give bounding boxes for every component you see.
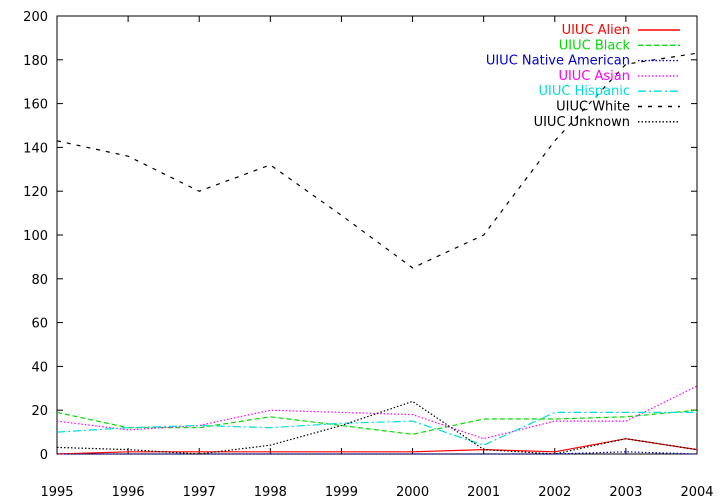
x-tick-label: 2001 xyxy=(467,485,500,500)
y-tick-label: 100 xyxy=(23,229,48,244)
y-tick-label: 200 xyxy=(23,10,48,25)
y-tick-label: 40 xyxy=(31,360,48,375)
y-tick-label: 180 xyxy=(23,54,48,69)
legend-label: UIUC Asian xyxy=(558,69,630,84)
x-tick-label: 1995 xyxy=(40,485,73,500)
y-tick-label: 60 xyxy=(31,317,48,332)
series-line-uiuc-native-american xyxy=(57,451,698,455)
y-tick-label: 120 xyxy=(23,185,48,200)
x-tick-label: 2003 xyxy=(609,485,642,500)
x-tick-label: 2000 xyxy=(396,485,429,500)
x-tick-label: 2004 xyxy=(680,485,713,500)
legend-label: UIUC Unknown xyxy=(534,115,630,130)
y-tick-label: 160 xyxy=(23,98,48,113)
series-lines xyxy=(56,52,698,455)
y-tick-label: 140 xyxy=(23,141,48,156)
y-tick-label: 80 xyxy=(31,273,48,288)
y-tick-labels: 0 20 40 60 80 100 120 140 160 180 200 xyxy=(23,10,48,463)
x-tick-label: 1996 xyxy=(112,485,145,500)
y-tick-label: 20 xyxy=(31,404,48,419)
legend-label: UIUC Alien xyxy=(562,23,630,38)
legend-label: UIUC Native American xyxy=(486,54,630,69)
y-tick-label: 0 xyxy=(40,448,48,463)
x-tick-label: 1998 xyxy=(254,485,287,500)
series-line-uiuc-hispanic xyxy=(56,411,697,446)
x-tick-label: 2002 xyxy=(538,485,571,500)
x-tick-label: 1997 xyxy=(183,485,216,500)
series-line-uiuc-white xyxy=(56,52,698,269)
x-tick-label: 1999 xyxy=(325,485,358,500)
series-line-uiuc-alien xyxy=(56,438,698,455)
x-tick-labels: 1995 1996 1997 1998 1999 2000 2001 2002 2003 2004 xyxy=(40,485,713,500)
legend-label: UIUC White xyxy=(556,100,630,115)
legend-label: UIUC Hispanic xyxy=(539,84,630,99)
series-line-uiuc-black xyxy=(56,409,698,435)
legend-label: UIUC Black xyxy=(559,38,631,53)
series-line-uiuc-asian xyxy=(56,385,698,440)
